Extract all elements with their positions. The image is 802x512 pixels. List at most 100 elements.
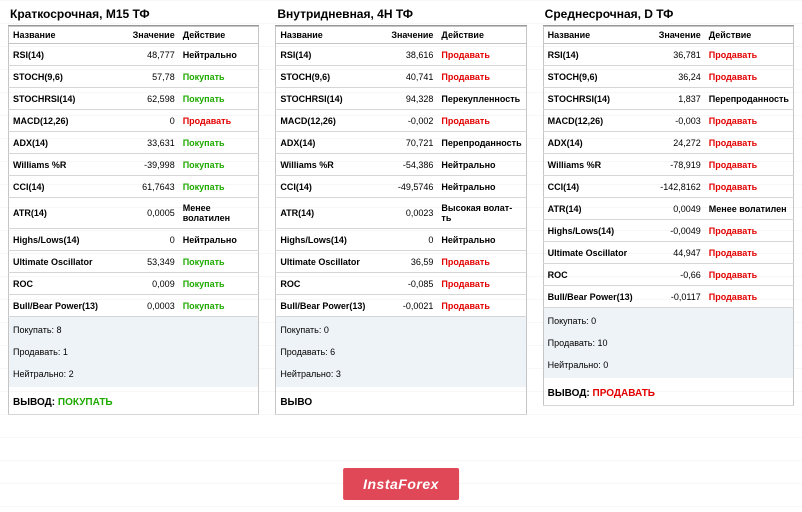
col-header-value: Значение [638,27,704,44]
indicator-action: Нейтрально [437,154,526,176]
verdict-cell: ВЫВОД: ПРОДАВАТЬ [543,378,793,406]
col-header-action: Действие [437,27,526,44]
indicator-name: RSI(14) [276,44,371,66]
watermark-badge: InstaForex [343,468,459,500]
indicator-value: 24,272 [638,132,704,154]
indicator-action: Покупать [179,273,259,295]
indicator-action: Продавать [705,176,794,198]
indicator-action: Покупать [179,66,259,88]
table-row: CCI(14)-142,8162Продавать [543,176,793,198]
table-row: STOCHRSI(14)62,598Покупать [9,88,259,110]
sheet-container: Краткосрочная, M15 ТФНазваниеЗначениеДей… [0,0,802,419]
indicator-name: ATR(14) [543,198,638,220]
panel-title: Среднесрочная, D ТФ [543,4,794,26]
panel-1: Внутридневная, 4H ТФНазваниеЗначениеДейс… [275,4,526,415]
indicator-action: Покупать [179,176,259,198]
indicator-action: Продавать [705,110,794,132]
table-row: STOCHRSI(14)94,328Перекупленность [276,88,526,110]
table-row: ATR(14)0,0049Менее волатилен [543,198,793,220]
table-row: Bull/Bear Power(13)-0,0021Продавать [276,295,526,317]
indicator-value: 44,947 [638,242,704,264]
indicator-value: 61,7643 [109,176,179,198]
indicator-action: Продавать [705,286,794,308]
indicator-action: Покупать [179,295,259,317]
verdict-value: ПРОДАВАТЬ [593,388,655,399]
table-row: STOCHRSI(14)1,837Перепроданность [543,88,793,110]
summary-text: Покупать: 0 [276,317,526,342]
summary-text: Продавать: 1 [9,341,259,363]
verdict-cell: ВЫВОД: ПОКУПАТЬ [9,387,259,415]
indicator-value: -39,998 [109,154,179,176]
col-header-action: Действие [179,27,259,44]
indicator-name: ROC [9,273,109,295]
verdict-row: ВЫВО [276,387,526,415]
indicator-name: RSI(14) [543,44,638,66]
panel-2: Среднесрочная, D ТФНазваниеЗначениеДейст… [543,4,794,415]
indicator-action: Продавать [705,264,794,286]
indicator-value: -0,002 [371,110,437,132]
indicator-value: -0,0117 [638,286,704,308]
table-row: Bull/Bear Power(13)0,0003Покупать [9,295,259,317]
indicator-value: 48,777 [109,44,179,66]
table-row: MACD(12,26)0Продавать [9,110,259,132]
indicator-value: 94,328 [371,88,437,110]
indicator-action: Продавать [437,251,526,273]
table-row: ADX(14)24,272Продавать [543,132,793,154]
indicator-action: Перекупленность [437,88,526,110]
verdict-value: ПОКУПАТЬ [58,397,113,408]
indicator-value: -0,0021 [371,295,437,317]
col-header-value: Значение [371,27,437,44]
indicator-value: -49,5746 [371,176,437,198]
indicator-name: Williams %R [9,154,109,176]
col-header-action: Действие [705,27,794,44]
indicator-name: STOCH(9,6) [276,66,371,88]
indicator-action: Нейтрально [179,229,259,251]
indicator-action: Продавать [437,273,526,295]
summary-row: Нейтрально: 3 [276,363,526,387]
table-row: Williams %R-39,998Покупать [9,154,259,176]
indicator-value: 0 [371,229,437,251]
table-row: Williams %R-54,386Нейтрально [276,154,526,176]
summary-row: Нейтрально: 2 [9,363,259,387]
table-row: RSI(14)36,781Продавать [543,44,793,66]
indicator-value: 0,0049 [638,198,704,220]
indicator-action: Нейтрально [437,176,526,198]
indicator-name: MACD(12,26) [543,110,638,132]
table-row: STOCH(9,6)36,24Продавать [543,66,793,88]
indicator-name: Williams %R [543,154,638,176]
indicator-name: STOCH(9,6) [543,66,638,88]
indicator-action: Продавать [179,110,259,132]
indicator-name: ROC [543,264,638,286]
summary-text: Нейтрально: 3 [276,363,526,387]
indicator-table: НазваниеЗначениеДействиеRSI(14)48,777Ней… [8,26,259,415]
indicator-action: Менее волатилен [705,198,794,220]
panel-title: Краткосрочная, M15 ТФ [8,4,259,26]
table-row: Williams %R-78,919Продавать [543,154,793,176]
table-row: ROC-0,085Продавать [276,273,526,295]
indicator-value: -0,0049 [638,220,704,242]
indicator-name: Bull/Bear Power(13) [9,295,109,317]
indicator-name: CCI(14) [9,176,109,198]
indicator-table: НазваниеЗначениеДействиеRSI(14)38,616Про… [275,26,526,415]
indicator-name: STOCH(9,6) [9,66,109,88]
indicator-name: Ultimate Oscillator [276,251,371,273]
summary-text: Продавать: 6 [276,341,526,363]
table-row: Bull/Bear Power(13)-0,0117Продавать [543,286,793,308]
col-header-value: Значение [109,27,179,44]
table-row: Highs/Lows(14)0Нейтрально [9,229,259,251]
indicator-value: 57,78 [109,66,179,88]
indicator-value: -142,8162 [638,176,704,198]
indicator-name: ADX(14) [9,132,109,154]
verdict-label: ВЫВОД: [13,397,58,408]
summary-text: Продавать: 10 [543,332,793,354]
indicator-action: Нейтрально [437,229,526,251]
table-row: Ultimate Oscillator44,947Продавать [543,242,793,264]
indicator-value: 0,0005 [109,198,179,229]
indicator-value: 0,009 [109,273,179,295]
indicator-action: Высокая волат-ть [437,198,526,229]
indicator-action: Продавать [705,220,794,242]
col-header-name: Название [543,27,638,44]
indicator-action: Покупать [179,88,259,110]
indicator-name: CCI(14) [276,176,371,198]
indicator-action: Менее волатилен [179,198,259,229]
